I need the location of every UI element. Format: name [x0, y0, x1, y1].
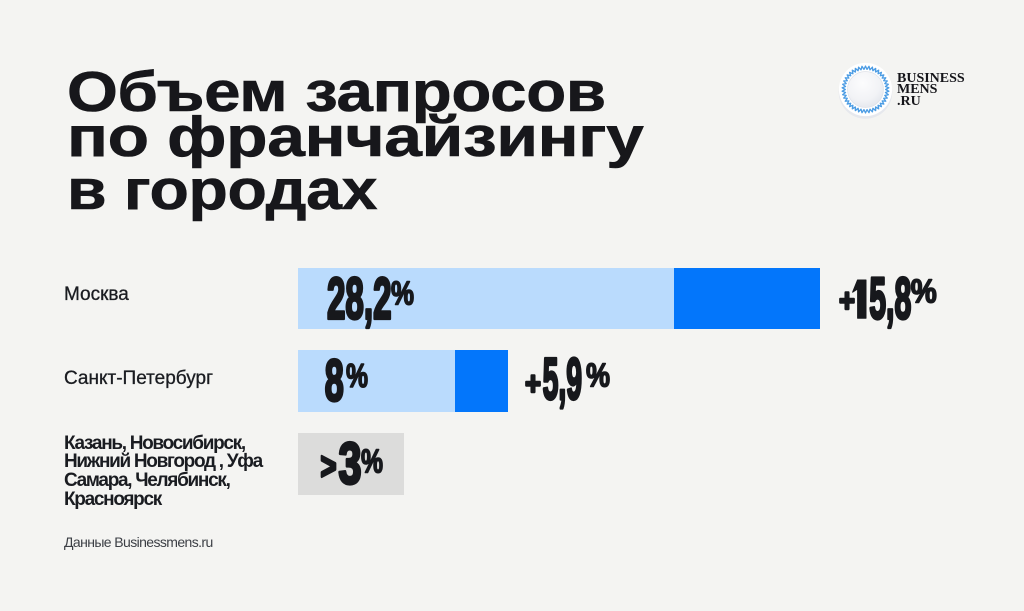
svg-text:+: +	[839, 283, 855, 319]
svg-text:%: %	[391, 275, 414, 312]
svg-text:%: %	[586, 357, 610, 394]
svg-text:5,9: 5,9	[543, 347, 583, 412]
svg-text:28,2: 28,2	[327, 266, 392, 331]
svg-text:>: >	[321, 446, 337, 488]
svg-text:5,8: 5,8	[869, 266, 911, 331]
svg-text:+: +	[525, 366, 541, 402]
svg-text:3: 3	[339, 432, 362, 497]
svg-text:%: %	[911, 274, 937, 311]
svg-text:8: 8	[325, 349, 344, 414]
svg-text:%: %	[361, 444, 383, 481]
svg-text:%: %	[346, 358, 368, 395]
